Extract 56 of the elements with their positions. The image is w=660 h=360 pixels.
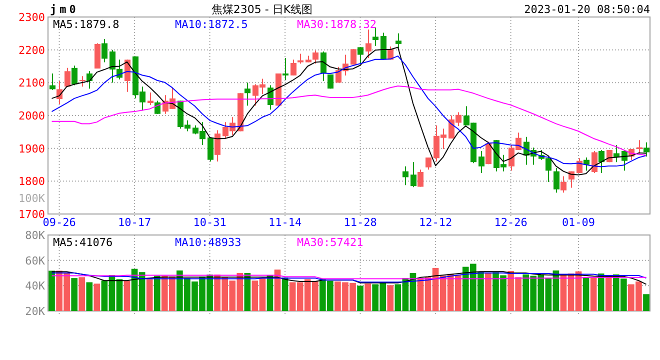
candlestick <box>396 32 402 49</box>
candlestick <box>372 27 378 46</box>
y-tick-label: 2300 <box>18 11 45 24</box>
y-tick-label: 40K <box>25 280 46 293</box>
candlestick <box>358 46 364 64</box>
candlestick <box>154 100 160 114</box>
y-tick-label: 80K <box>25 229 46 242</box>
candlestick <box>560 176 566 194</box>
chart-title: jm0 <box>50 3 79 16</box>
x-tick-label: 12-12 <box>418 216 452 229</box>
x-tick-label: 10-17 <box>118 216 152 229</box>
text: 100K <box>18 192 46 205</box>
y-tick-label: 1700 <box>18 208 45 221</box>
x-tick-label: 01-09 <box>562 216 596 229</box>
candlestick <box>644 142 650 158</box>
candlestick <box>148 92 154 106</box>
y-tick-label: 2000 <box>18 110 45 122</box>
candlestick <box>576 158 582 174</box>
x-tick-label: 11-28 <box>344 216 377 229</box>
x-tick-label: 10-31 <box>193 216 226 229</box>
candlestick <box>402 166 408 186</box>
candlestick <box>64 67 70 88</box>
candlestick <box>208 137 214 162</box>
candlestick <box>298 53 304 64</box>
candlestick <box>366 28 372 59</box>
y-tick-label: 1900 <box>18 142 45 156</box>
candlestick <box>320 50 326 82</box>
y-tick-label: 2100 <box>18 76 45 90</box>
x-tick-label: 11-14 <box>268 216 302 229</box>
candlestick <box>214 130 220 162</box>
legend: MA5:1879.8 MA10:1872.5 MA30:1878.32 <box>53 18 376 31</box>
candlestick <box>290 59 296 76</box>
candlestick <box>426 157 432 170</box>
y-tick-label: 2200 <box>18 44 45 57</box>
legend: MA5:41076 MA10:48933 MA30:57421 <box>53 236 364 249</box>
candlestick <box>636 140 642 154</box>
chart-subtitle: 焦煤2305 - 日K线图 <box>211 3 313 16</box>
candlestick <box>282 58 288 81</box>
candlestick <box>418 169 424 188</box>
candlestick <box>102 38 108 63</box>
candlestick <box>598 149 604 174</box>
candlestick <box>554 168 560 194</box>
candlestick <box>72 65 78 86</box>
x-tick-label: 09-26 <box>42 216 76 229</box>
candlestick <box>312 50 318 64</box>
y-tick-label: 1800 <box>18 175 45 188</box>
y-tick-label: 60K <box>25 254 46 268</box>
candlestick <box>80 76 86 88</box>
candlestick <box>478 150 484 174</box>
candlestick <box>244 82 250 106</box>
text: 2023-01-20 08:50:04 <box>524 3 650 16</box>
x-tick-label: 12-26 <box>494 216 528 229</box>
candlestick <box>410 162 416 188</box>
candlestick <box>350 48 356 66</box>
y-tick-label: 20K <box>25 305 46 318</box>
candlestick <box>486 141 492 165</box>
